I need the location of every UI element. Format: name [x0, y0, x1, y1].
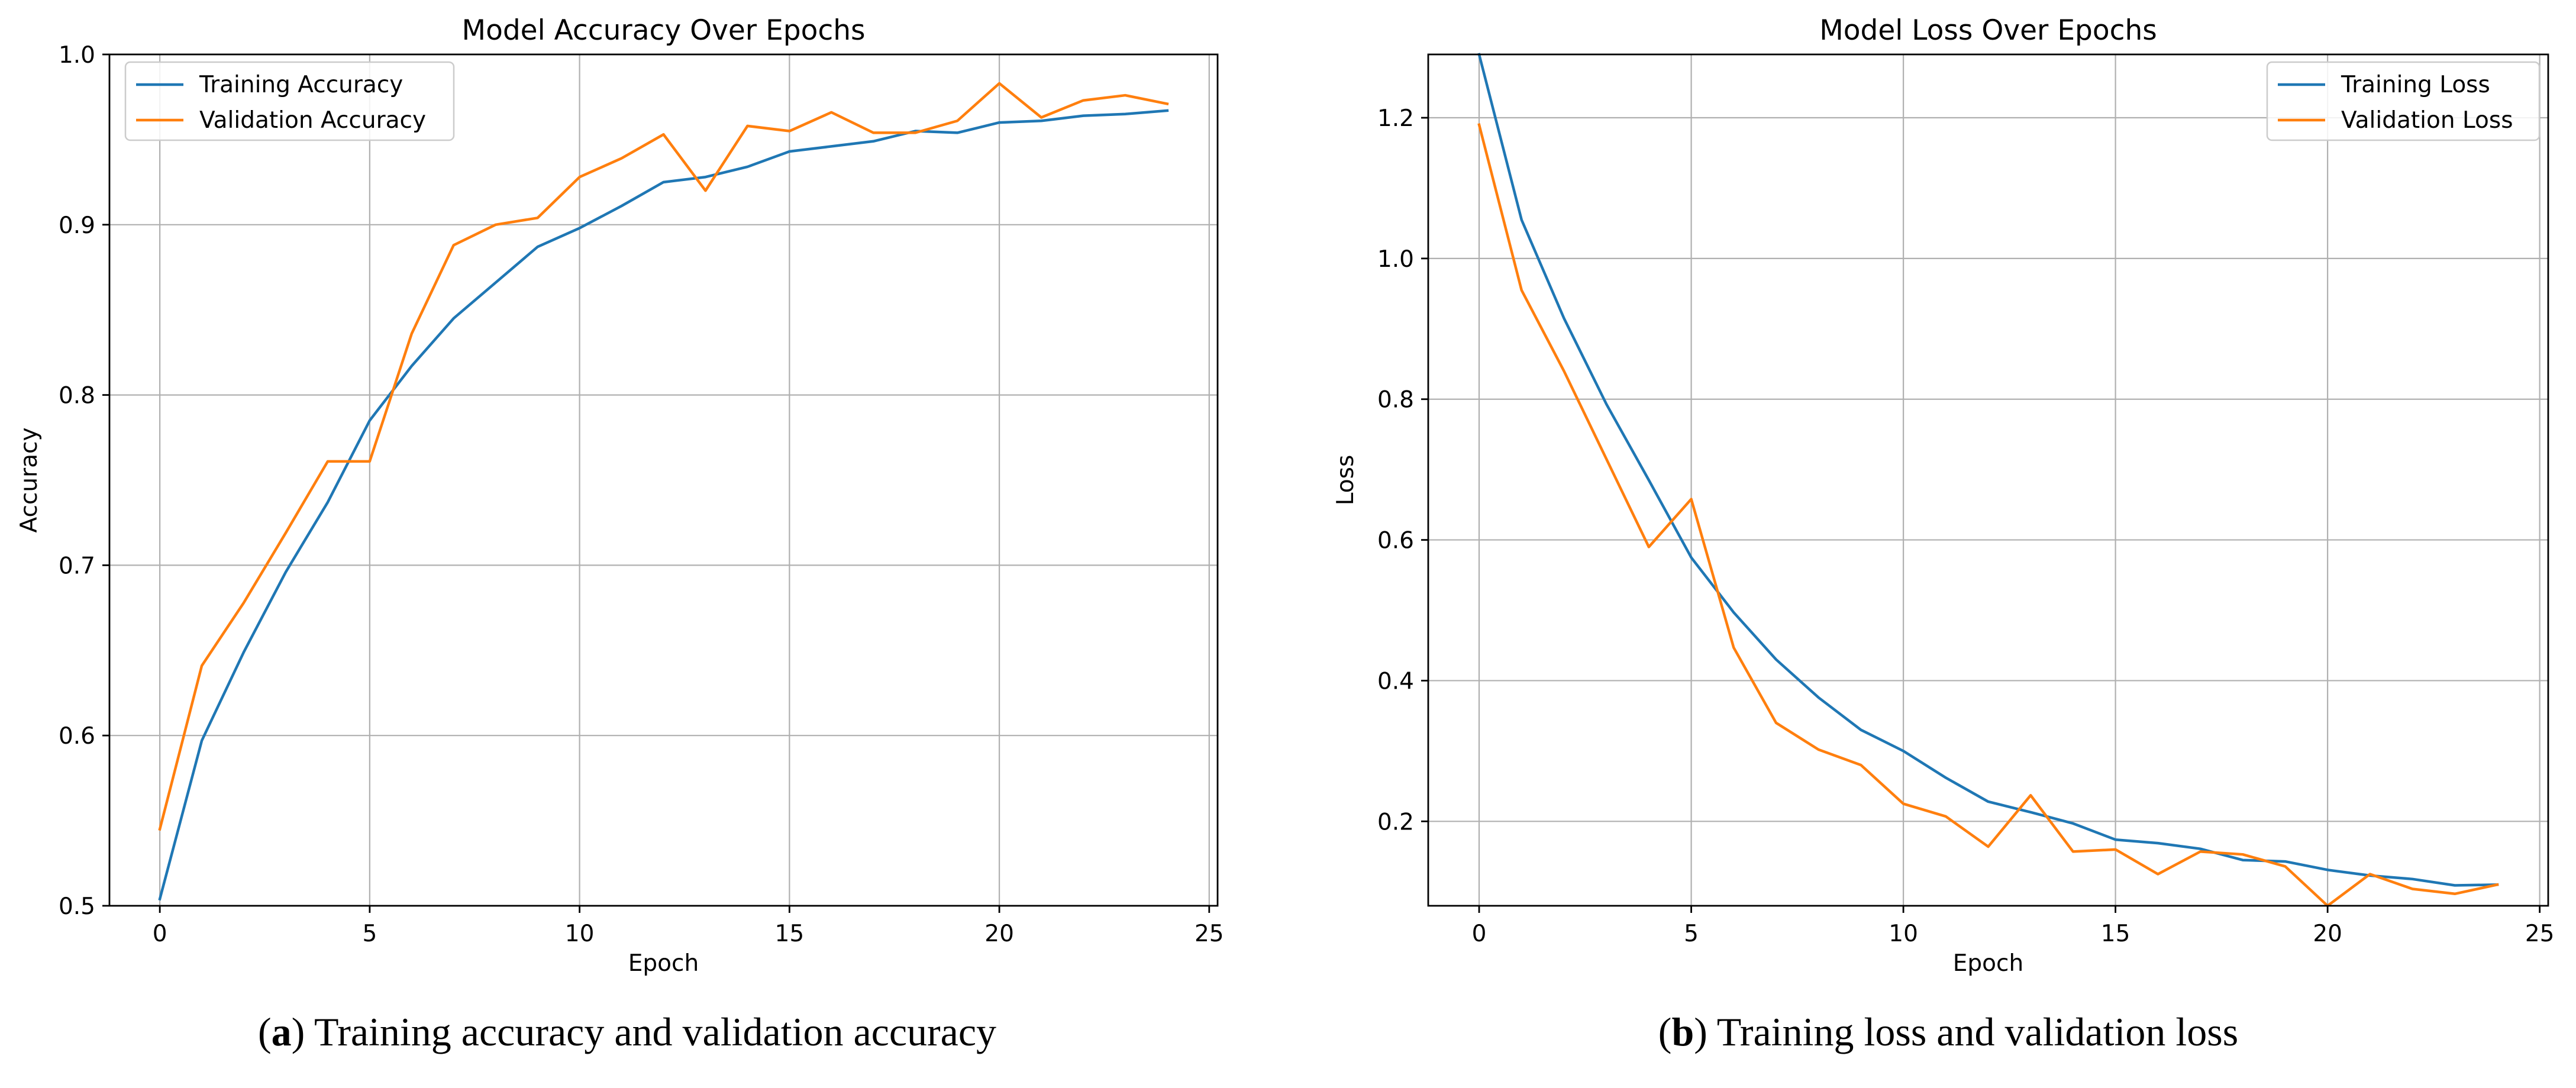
- acc-legend: Training Accuracy Validation Accuracy: [124, 61, 455, 141]
- acc-legend-label: Validation Accuracy: [199, 107, 426, 134]
- loss-y-axis-label: Loss: [1332, 455, 1359, 506]
- acc-y-tick-label: 0.5: [59, 893, 95, 920]
- loss-y-tick-label: 1.2: [1377, 105, 1414, 132]
- loss-legend-label: Training Loss: [2341, 72, 2490, 98]
- accuracy-chart: 0 5 10 15 20 25 0.5 0.6 0.7 0.8 0.9 1.0 Model Accura…: [16, 14, 1224, 977]
- loss-legend-box: [2266, 61, 2541, 141]
- acc-y-tick-label: 0.6: [59, 723, 95, 750]
- acc-x-tick-label: 0: [153, 921, 167, 947]
- acc-y-tick-label: 0.7: [59, 553, 95, 579]
- loss-y-tick-label: 1.0: [1377, 246, 1414, 273]
- acc-chart-title: Model Accuracy Over Epochs: [462, 14, 866, 47]
- loss-plot-frame: [1427, 53, 2549, 907]
- loss-x-axis-label: Epoch: [1953, 950, 2023, 977]
- accuracy-caption: (a) Training accuracy and validation acc…: [257, 1009, 997, 1054]
- accuracy-caption-label: a: [271, 1009, 292, 1054]
- acc-x-tick-label: 20: [984, 921, 1014, 947]
- loss-chart: 0 5 10 15 20 25 0.2 0.4 0.6 0.8 1.0 1.2 Model Loss O…: [1332, 14, 2555, 977]
- loss-y-tick-label: 0.8: [1377, 387, 1414, 414]
- acc-legend-label: Training Accuracy: [199, 72, 403, 98]
- acc-y-tick-label: 0.9: [59, 212, 95, 239]
- loss-y-tick-label: 0.6: [1377, 528, 1414, 554]
- loss-caption-label: b: [1671, 1009, 1694, 1054]
- acc-x-axis-label: Epoch: [628, 950, 699, 977]
- loss-y-tick-label: 0.2: [1377, 809, 1414, 835]
- loss-caption: (b) Training loss and validation loss: [1658, 1009, 2239, 1054]
- loss-x-tick-label: 15: [2101, 921, 2130, 947]
- loss-x-tick-label: 0: [1472, 921, 1487, 947]
- acc-y-tick-label: 0.8: [59, 383, 95, 409]
- loss-x-tick-label: 20: [2313, 921, 2342, 947]
- acc-legend-box: [124, 61, 455, 141]
- loss-series-validation-line: [1477, 123, 2499, 908]
- loss-chart-title: Model Loss Over Epochs: [1819, 14, 2157, 47]
- loss-grid: [1428, 54, 2548, 906]
- acc-x-tick-label: 25: [1195, 921, 1224, 947]
- acc-y-axis-label: Accuracy: [16, 427, 43, 532]
- accuracy-caption-text: Training accuracy and validation accurac…: [305, 1009, 997, 1054]
- loss-legend-label: Validation Loss: [2341, 107, 2513, 134]
- acc-plot-frame: [108, 53, 1219, 907]
- acc-series-training-line: [158, 109, 1169, 901]
- loss-y-tick-label: 0.4: [1377, 668, 1414, 695]
- acc-x-tick-label: 15: [775, 921, 805, 947]
- loss-x-tick-label: 10: [1889, 921, 1918, 947]
- acc-y-tick-label: 1.0: [59, 42, 95, 69]
- loss-legend: Training Loss Validation Loss: [2266, 61, 2541, 141]
- loss-x-tick-label: 25: [2525, 921, 2555, 947]
- loss-caption-text: Training loss and validation loss: [1707, 1009, 2239, 1054]
- loss-series-training-line: [1477, 53, 2499, 887]
- acc-x-tick-label: 5: [362, 921, 377, 947]
- loss-x-tick-label: 5: [1684, 921, 1699, 947]
- acc-series-validation-line: [158, 82, 1169, 831]
- acc-x-tick-label: 10: [565, 921, 595, 947]
